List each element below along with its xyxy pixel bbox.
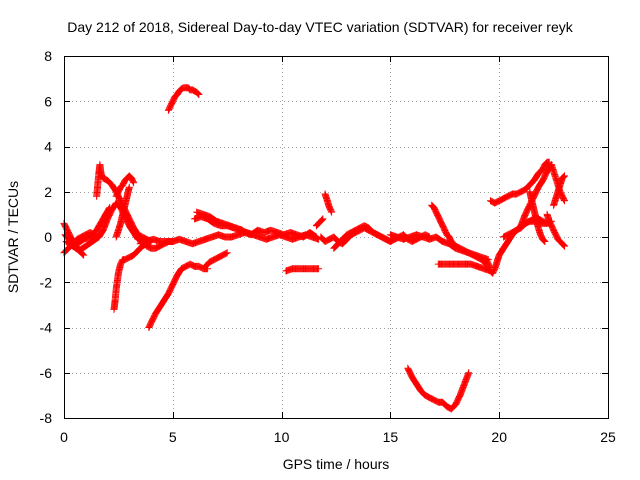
data-points [60,84,568,413]
data-series [164,84,203,114]
data-series [62,233,103,255]
data-point-markers [282,265,323,275]
data-point-markers [321,190,336,216]
data-series [550,172,568,209]
y-tick-label: -8 [40,410,53,426]
y-tick-label: -6 [40,365,53,381]
data-point-markers [312,215,327,230]
data-series [487,158,553,207]
data-series [330,222,394,252]
plot-frame [64,56,609,419]
y-tick-label: 0 [44,229,52,245]
data-series [145,260,212,331]
data-series [112,183,133,241]
data-series [201,249,231,270]
data-point-markers [145,260,212,331]
data-point-markers [487,158,553,207]
x-tick-label: 10 [274,429,290,445]
data-series [282,265,323,275]
chart-title: Day 212 of 2018, Sidereal Day-to-day VTE… [67,19,573,35]
y-tick-label: 4 [44,139,52,155]
data-point-markers [500,215,551,241]
data-series [321,190,336,216]
data-series [434,260,494,275]
data-point-markers [428,201,490,268]
data-point-markers [201,249,231,270]
data-point-markers [404,364,473,413]
x-tick-label: 5 [169,429,177,445]
data-point-markers [543,210,568,250]
data-series [112,172,138,200]
data-series [312,215,327,230]
data-point-markers [550,172,568,209]
data-point-markers [112,172,138,200]
data-point-markers [193,208,246,234]
y-axis-label: SDTVAR / TECUs [5,180,21,294]
data-point-markers [164,84,203,114]
x-tick-label: 25 [600,429,616,445]
data-series [193,208,246,234]
x-tick-label: 15 [383,429,399,445]
data-series [428,201,490,268]
tick-labels: 0 5 10 15 20 25 -8 -6 -4 -2 0 2 4 6 8 [40,48,616,445]
y-tick-label: -2 [40,274,53,290]
data-point-markers [434,260,494,275]
data-series [500,215,551,241]
y-tick-label: 6 [44,93,52,109]
y-tick-label: 2 [44,184,52,200]
x-tick-label: 0 [60,429,68,445]
y-tick-label: -4 [40,320,53,336]
y-tick-label: 8 [44,48,52,64]
data-series [543,210,568,250]
data-point-markers [330,222,394,252]
data-series [404,364,473,413]
x-axis-label: GPS time / hours [282,456,390,472]
x-tick-label: 20 [491,429,507,445]
data-point-markers [112,183,133,241]
data-point-markers [62,233,103,255]
